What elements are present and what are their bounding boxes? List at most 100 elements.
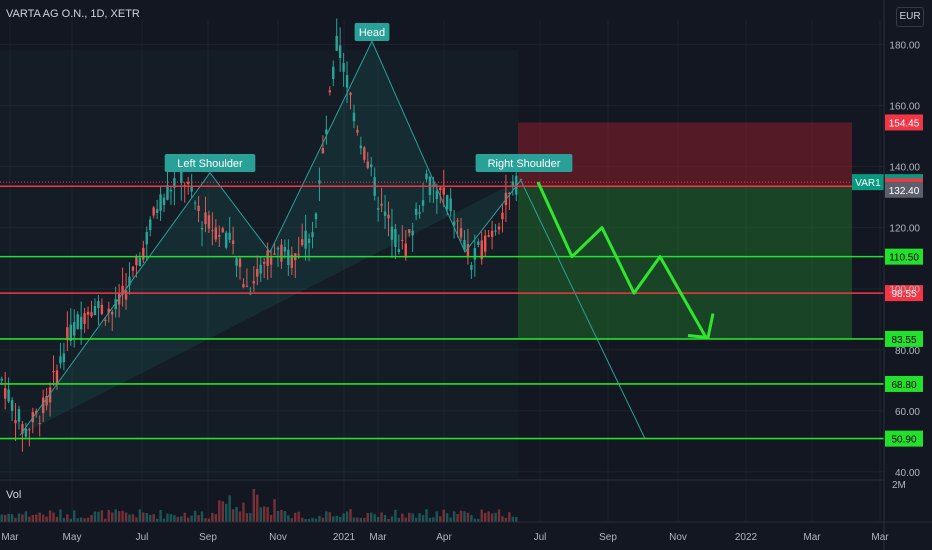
candle-body <box>338 45 342 58</box>
candle-body <box>314 213 318 220</box>
candle-body <box>7 389 10 402</box>
volume-bar <box>256 494 259 522</box>
candle-body <box>173 178 176 188</box>
volume-bar <box>373 514 376 522</box>
chart-title: VARTA AG O.N., 1D, XETR <box>6 8 140 20</box>
candle-body <box>490 230 494 237</box>
candle-body <box>224 232 228 248</box>
volume-bar <box>221 501 224 522</box>
price-tag: 154.45 <box>885 114 923 131</box>
volume-bar <box>121 510 124 522</box>
price-tag-bg <box>885 248 923 265</box>
volume-bar <box>421 514 425 522</box>
candle-body <box>414 208 418 215</box>
price-tag-bg <box>885 114 923 131</box>
volume-bar <box>228 495 231 522</box>
volume-bar <box>166 513 169 522</box>
candle-body <box>169 189 173 192</box>
volume-bar <box>490 513 494 522</box>
pattern-label-text: Head <box>359 27 385 39</box>
volume-bar <box>114 509 117 522</box>
volume-bar <box>290 518 294 522</box>
volume-bar <box>38 512 41 522</box>
candle-body <box>131 266 135 271</box>
candle-body <box>366 161 369 168</box>
candle-body <box>432 184 435 187</box>
candle-body <box>204 212 207 225</box>
currency-selector[interactable]: EUR <box>896 7 924 27</box>
candle-body <box>45 395 48 406</box>
candle-body <box>145 232 148 245</box>
volume-bar <box>104 518 107 522</box>
price-tag-bg <box>885 285 923 302</box>
candle-body <box>387 214 390 219</box>
volume-bar <box>394 509 397 522</box>
volume-bar <box>152 514 155 522</box>
candle-body <box>262 261 266 264</box>
volume-bar <box>186 517 190 522</box>
volume-bar <box>459 510 463 522</box>
price-tag-bg <box>885 181 923 198</box>
candle-body <box>238 258 242 268</box>
candle-body <box>86 311 90 315</box>
volume-bar <box>17 513 21 522</box>
candle-body <box>218 235 221 237</box>
y-tick-label: 100.00 <box>889 285 920 296</box>
candle-body <box>380 203 383 206</box>
candle-body <box>259 264 262 274</box>
volume-bar <box>200 511 204 522</box>
volume-bar <box>483 512 487 522</box>
candle-body <box>349 92 352 95</box>
candle-body <box>459 228 463 238</box>
candle-body <box>186 181 190 184</box>
candle-body <box>511 181 515 187</box>
x-tick-label: 2021 <box>333 532 356 543</box>
candle-body <box>463 240 466 251</box>
candle-body <box>231 240 235 245</box>
candle-body <box>107 308 110 313</box>
volume-bar <box>69 518 73 522</box>
volume-bar <box>321 517 325 522</box>
volume-bar <box>76 518 79 522</box>
candle-body <box>28 429 31 431</box>
candle-body <box>359 145 363 149</box>
candle-body <box>245 285 249 287</box>
y-tick-label: 140.00 <box>889 163 920 174</box>
candle-body <box>397 249 401 253</box>
candle-body <box>307 238 311 243</box>
volume-bar <box>470 514 473 522</box>
candle-body <box>477 241 480 246</box>
volume-bar <box>425 509 428 522</box>
price-tag-text: 110.50 <box>889 253 919 264</box>
candle-body <box>394 229 397 247</box>
price-tag-text: 50.90 <box>891 435 916 446</box>
price-tag-text: 98.55 <box>891 289 916 300</box>
volume-bar <box>173 515 176 522</box>
volume-bar <box>269 514 273 522</box>
volume-bar <box>59 509 62 522</box>
volume-bar <box>41 514 45 522</box>
volume-bar <box>363 518 366 522</box>
volume-bar <box>366 512 369 522</box>
volume-bar <box>48 510 52 522</box>
x-tick-label: Apr <box>436 532 452 543</box>
candle-body <box>480 240 483 260</box>
volume-bar <box>494 512 497 522</box>
volume-tick-label: 2M <box>892 480 906 491</box>
volume-bar <box>370 512 373 522</box>
volume-bar <box>504 517 508 522</box>
candle-body <box>97 301 100 309</box>
volume-bar <box>214 514 218 522</box>
price-tag-text: 154.45 <box>889 118 920 129</box>
volume-bar <box>21 514 24 522</box>
pattern-zone <box>0 50 518 478</box>
candle-body <box>487 235 490 237</box>
candle-body <box>166 185 169 200</box>
volume-bar <box>73 510 76 522</box>
candle-body <box>121 285 124 295</box>
volume-bar <box>183 512 186 522</box>
x-tick-label: Sep <box>599 532 617 543</box>
x-tick-label: Sep <box>199 532 217 543</box>
volume-bar <box>162 518 166 522</box>
